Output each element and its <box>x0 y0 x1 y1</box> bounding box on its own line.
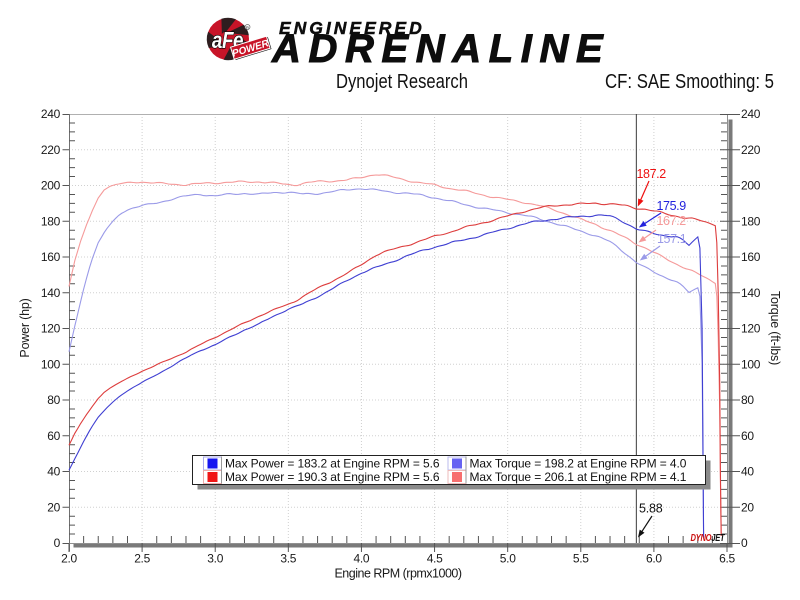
svg-text:80: 80 <box>47 393 60 407</box>
svg-text:2.0: 2.0 <box>61 552 77 566</box>
svg-text:200: 200 <box>741 179 761 193</box>
svg-text:140: 140 <box>41 286 61 300</box>
svg-text:160: 160 <box>741 250 761 264</box>
svg-text:40: 40 <box>47 465 60 479</box>
svg-text:4.0: 4.0 <box>354 552 370 566</box>
svg-text:80: 80 <box>741 393 754 407</box>
svg-text:Max Torque = 198.2 at Engine R: Max Torque = 198.2 at Engine RPM = 4.0 <box>470 456 687 470</box>
svg-text:6.5: 6.5 <box>719 552 735 566</box>
svg-text:100: 100 <box>41 357 61 371</box>
svg-text:40: 40 <box>741 465 754 479</box>
svg-text:157.1: 157.1 <box>657 232 687 246</box>
svg-text:Max Power = 183.2 at Engine RP: Max Power = 183.2 at Engine RPM = 5.6 <box>225 456 440 470</box>
svg-text:187.2: 187.2 <box>637 167 667 181</box>
svg-text:167.2: 167.2 <box>657 214 687 228</box>
svg-text:240: 240 <box>741 107 761 121</box>
svg-text:240: 240 <box>41 107 61 121</box>
svg-text:100: 100 <box>741 357 761 371</box>
svg-text:0: 0 <box>741 536 748 550</box>
svg-text:Max Power = 190.3 at Engine RP: Max Power = 190.3 at Engine RPM = 5.6 <box>225 470 440 484</box>
svg-text:4.5: 4.5 <box>427 552 443 566</box>
svg-text:220: 220 <box>41 143 61 157</box>
svg-text:Power (hp): Power (hp) <box>18 298 32 357</box>
svg-text:Max Torque = 206.1 at Engine R: Max Torque = 206.1 at Engine RPM = 4.1 <box>470 470 687 484</box>
svg-text:3.0: 3.0 <box>207 552 223 566</box>
svg-text:175.9: 175.9 <box>657 199 687 213</box>
svg-text:20: 20 <box>47 500 60 514</box>
svg-text:Torque (ft-lbs): Torque (ft-lbs) <box>768 291 782 365</box>
svg-text:DYNOJET: DYNOJET <box>691 532 726 543</box>
svg-text:5.88: 5.88 <box>639 502 663 516</box>
svg-text:R: R <box>246 26 249 31</box>
svg-text:140: 140 <box>741 286 761 300</box>
svg-text:6.0: 6.0 <box>646 552 662 566</box>
svg-text:120: 120 <box>41 322 61 336</box>
svg-text:60: 60 <box>741 429 754 443</box>
svg-text:0: 0 <box>54 536 61 550</box>
svg-text:180: 180 <box>41 214 61 228</box>
svg-text:3.5: 3.5 <box>280 552 296 566</box>
svg-text:60: 60 <box>47 429 60 443</box>
svg-text:20: 20 <box>741 500 754 514</box>
svg-text:Engine RPM (rpmx1000): Engine RPM (rpmx1000) <box>334 567 461 581</box>
svg-text:160: 160 <box>41 250 61 264</box>
svg-text:5.0: 5.0 <box>500 552 516 566</box>
svg-text:200: 200 <box>41 179 61 193</box>
svg-text:220: 220 <box>741 143 761 157</box>
svg-text:180: 180 <box>741 214 761 228</box>
svg-text:120: 120 <box>741 322 761 336</box>
svg-text:5.5: 5.5 <box>573 552 589 566</box>
svg-text:2.5: 2.5 <box>134 552 150 566</box>
